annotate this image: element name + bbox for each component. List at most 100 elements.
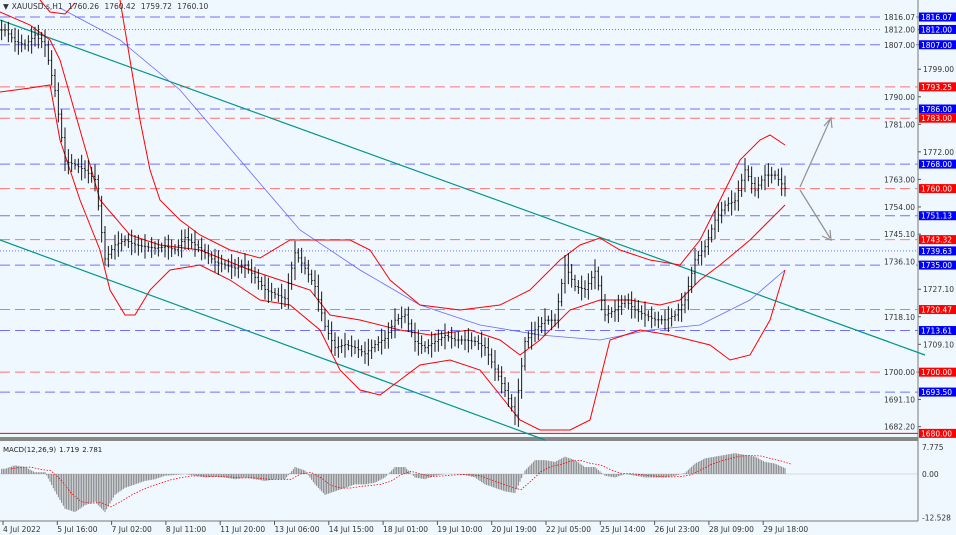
moving-average-line <box>59 7 786 341</box>
level-price-label: 1807.00 <box>921 41 952 50</box>
level-price-label: 1768.00 <box>921 160 952 169</box>
level-price-label: 1760.00 <box>921 185 952 194</box>
dropdown-triangle-icon[interactable]: ▼ <box>3 2 9 11</box>
x-tick-label: 13 Jul 06:00 <box>275 525 320 534</box>
level-price-label: 1735.00 <box>921 261 952 270</box>
macd-y-tick-label: -12.528 <box>922 513 951 522</box>
x-tick-label: 7 Jul 02:00 <box>112 525 152 534</box>
level-price-badge <box>919 211 956 221</box>
macd-signal-value: 2.781 <box>82 446 103 454</box>
y-tick-label-bg <box>881 394 916 405</box>
y-tick-label: 1745.10 <box>884 230 915 239</box>
level-price-badge <box>919 428 956 438</box>
level-price-label: 1751.13 <box>921 212 952 221</box>
y-tick-label: 1754.00 <box>884 203 915 212</box>
y-tick-label-bg <box>881 421 916 432</box>
level-price-badge <box>919 305 956 315</box>
x-tick-label: 26 Jul 23:00 <box>655 525 700 534</box>
bollinger-lower-band <box>0 84 786 431</box>
chart-header: ▼ XAUUSD.s,H1 1760.26 1760.42 1759.72 176… <box>3 2 211 11</box>
y-tick-label: 1790.00 <box>884 93 915 102</box>
y-tick-label-bg <box>881 229 916 240</box>
level-price-badge <box>919 113 956 123</box>
bollinger-upper-band-start <box>39 0 76 15</box>
macd-y-tick-label: 7.775 <box>922 443 944 452</box>
level-price-label: 1700.00 <box>921 368 952 377</box>
open-value: 1760.26 <box>68 2 100 11</box>
y-tick-label: 1736.10 <box>884 258 915 267</box>
y-tick-label: 1816.07 <box>884 13 915 22</box>
level-price-badge <box>919 260 956 270</box>
level-price-label: 1793.25 <box>921 83 952 92</box>
level-price-badge <box>919 24 956 34</box>
y-tick-label-bg <box>881 24 916 35</box>
y-tick-label-bg <box>881 119 916 130</box>
projection-arrow-up <box>799 116 833 188</box>
macd-pane <box>0 441 918 521</box>
symbol-label: XAUUSD.s,H1 <box>11 2 63 11</box>
y-tick-label: 1772.00 <box>923 148 954 157</box>
level-price-badge <box>919 40 956 50</box>
y-tick-label-bg <box>881 367 916 378</box>
level-price-label: 1812.00 <box>921 25 952 34</box>
level-price-label: 1743.32 <box>921 236 952 245</box>
level-price-badge <box>919 12 956 22</box>
trend-channel-upper <box>0 19 926 356</box>
y-tick-label: 1799.00 <box>923 65 954 74</box>
y-tick-label: 1700.00 <box>884 368 915 377</box>
level-price-badge <box>919 367 956 377</box>
x-tick-label: 20 Jul 19:00 <box>492 525 537 534</box>
bollinger-upper-band <box>119 0 786 311</box>
level-price-label: 1680.00 <box>921 429 952 438</box>
y-tick-label: 1691.10 <box>884 395 915 404</box>
y-tick-label-bg <box>881 174 916 185</box>
x-tick-label: 19 Jul 10:00 <box>437 525 482 534</box>
level-price-label: 1739.63 <box>921 247 952 256</box>
level-price-label: 1816.07 <box>921 13 952 22</box>
y-tick-label: 1781.00 <box>884 120 915 129</box>
close-value: 1760.10 <box>177 2 209 11</box>
x-tick-label: 5 Jul 16:00 <box>57 525 97 534</box>
projection-arrow-down <box>799 189 832 241</box>
level-price-label: 1720.47 <box>921 306 952 315</box>
level-price-badge <box>919 184 956 194</box>
x-tick-label: 8 Jul 11:00 <box>166 525 206 534</box>
price-pane <box>0 0 918 437</box>
level-price-badge <box>919 104 956 114</box>
level-price-label: 1713.61 <box>921 327 952 336</box>
x-tick-label: 29 Jul 18:00 <box>763 525 808 534</box>
level-price-badge <box>919 82 956 92</box>
x-tick-label: 14 Jul 15:00 <box>329 525 374 534</box>
level-price-badge <box>919 246 956 256</box>
y-tick-label: 1727.10 <box>923 285 954 294</box>
low-value: 1759.72 <box>140 2 172 11</box>
high-value: 1760.42 <box>104 2 136 11</box>
y-tick-label-bg <box>881 91 916 102</box>
y-tick-label-bg <box>881 39 916 50</box>
level-price-badge <box>919 235 956 245</box>
y-tick-label: 1682.20 <box>884 423 915 432</box>
macd-y-tick-label: 0.00 <box>922 470 939 479</box>
x-tick-label: 28 Jul 09:00 <box>709 525 754 534</box>
y-tick-label: 1763.00 <box>884 175 915 184</box>
level-price-badge <box>919 159 956 169</box>
x-tick-label: 25 Jul 14:00 <box>600 525 645 534</box>
y-tick-label: 1718.10 <box>884 313 915 322</box>
level-price-badge <box>919 326 956 336</box>
level-price-badge <box>919 387 956 397</box>
x-tick-label: 4 Jul 2022 <box>3 525 41 534</box>
x-tick-label: 18 Jul 01:00 <box>383 525 428 534</box>
level-price-label: 1693.50 <box>921 388 952 397</box>
y-tick-label-bg <box>881 201 916 212</box>
level-price-label: 1786.00 <box>921 105 952 114</box>
y-tick-label-bg <box>881 311 916 322</box>
y-tick-label-bg <box>881 256 916 267</box>
macd-label: MACD(12,26,9) 1.719 2.781 <box>3 446 105 454</box>
pane-separator <box>0 437 918 441</box>
y-tick-label-bg <box>881 12 916 22</box>
trend-channel-lower <box>0 239 546 441</box>
y-tick-label: 1709.10 <box>923 340 954 349</box>
macd-value: 1.719 <box>59 446 80 454</box>
y-tick-label: 1812.00 <box>884 25 915 34</box>
